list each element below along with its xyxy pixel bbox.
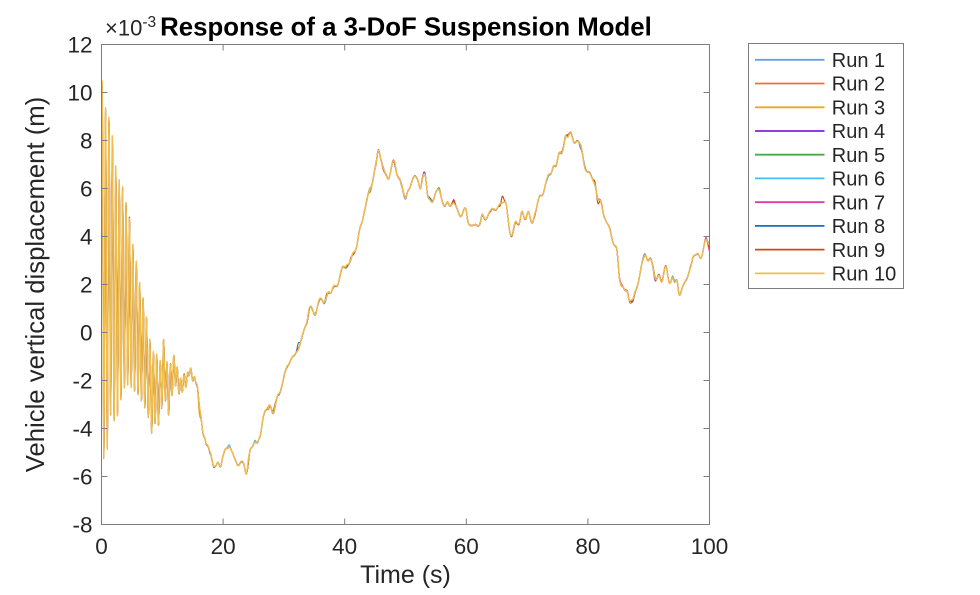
svg-text:40: 40: [332, 534, 357, 559]
svg-text:80: 80: [575, 534, 600, 559]
svg-text:Run 9: Run 9: [832, 240, 885, 262]
svg-text:Run 3: Run 3: [832, 98, 885, 120]
svg-text:Vehicle vertical displacement: Vehicle vertical displacement (m): [22, 97, 50, 472]
svg-text:Run 4: Run 4: [832, 121, 885, 143]
svg-text:20: 20: [211, 534, 236, 559]
svg-text:0: 0: [95, 534, 108, 559]
svg-text:-2: -2: [72, 368, 92, 393]
svg-text:4: 4: [80, 224, 93, 249]
svg-text:Run 2: Run 2: [832, 74, 885, 96]
svg-text:Run 8: Run 8: [832, 216, 885, 238]
svg-text:2: 2: [80, 272, 93, 297]
svg-text:Run 1: Run 1: [832, 50, 885, 72]
svg-text:100: 100: [691, 534, 729, 559]
svg-text:Run 7: Run 7: [832, 192, 885, 214]
svg-text:-6: -6: [72, 464, 92, 489]
svg-text:×10-3: ×10-3: [105, 14, 156, 41]
svg-text:Run 5: Run 5: [832, 145, 885, 167]
svg-text:-8: -8: [72, 512, 92, 537]
svg-text:12: 12: [67, 32, 92, 57]
svg-text:Response of a 3-DoF Suspension: Response of a 3-DoF Suspension Model: [160, 14, 652, 42]
svg-text:6: 6: [80, 176, 93, 201]
svg-text:10: 10: [67, 80, 92, 105]
svg-text:Run 10: Run 10: [832, 264, 897, 286]
svg-text:60: 60: [454, 534, 479, 559]
svg-text:Time (s): Time (s): [360, 561, 451, 589]
svg-text:Run 6: Run 6: [832, 169, 885, 191]
svg-text:8: 8: [80, 128, 93, 153]
svg-text:0: 0: [80, 320, 93, 345]
svg-text:-4: -4: [72, 416, 92, 441]
